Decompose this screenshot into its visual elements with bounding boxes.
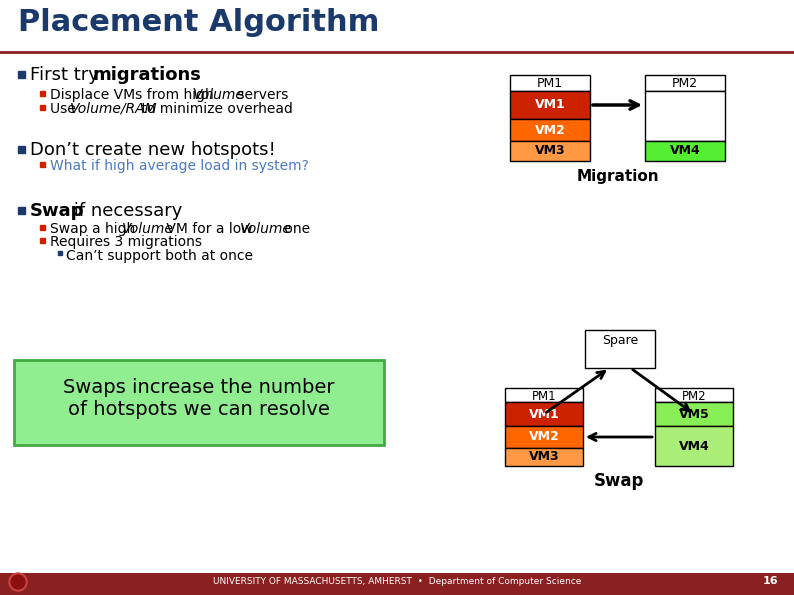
Bar bbox=[655, 388, 733, 402]
Bar bbox=[645, 91, 725, 141]
Bar bbox=[510, 75, 590, 91]
Text: First try: First try bbox=[30, 66, 105, 84]
Bar bbox=[18, 207, 25, 214]
Text: PM2: PM2 bbox=[672, 77, 698, 90]
Text: Requires 3 migrations: Requires 3 migrations bbox=[50, 235, 202, 249]
Bar bbox=[585, 330, 655, 368]
Text: Don’t create new hotspots!: Don’t create new hotspots! bbox=[30, 141, 276, 159]
Text: Spare: Spare bbox=[602, 334, 638, 347]
Bar bbox=[510, 91, 590, 119]
Text: Swap a high: Swap a high bbox=[50, 222, 140, 236]
Text: Volume: Volume bbox=[193, 88, 245, 102]
Bar bbox=[40, 105, 45, 110]
Circle shape bbox=[11, 575, 25, 589]
Text: PM1: PM1 bbox=[537, 77, 563, 90]
Bar bbox=[645, 75, 725, 91]
Bar bbox=[40, 91, 45, 96]
Text: Use: Use bbox=[50, 102, 80, 116]
Text: VM1: VM1 bbox=[534, 99, 565, 111]
Text: VM3: VM3 bbox=[534, 145, 565, 158]
Text: Swap: Swap bbox=[594, 472, 644, 490]
Text: 16: 16 bbox=[762, 576, 778, 586]
Bar bbox=[505, 388, 583, 402]
Circle shape bbox=[9, 573, 27, 591]
Text: VM5: VM5 bbox=[679, 408, 709, 421]
Text: servers: servers bbox=[233, 88, 288, 102]
Text: one: one bbox=[280, 222, 310, 236]
Bar bbox=[58, 251, 62, 255]
Text: Can’t support both at once: Can’t support both at once bbox=[66, 249, 253, 263]
Text: PM2: PM2 bbox=[682, 390, 707, 403]
Text: What if high average load in system?: What if high average load in system? bbox=[50, 159, 309, 173]
Text: Swaps increase the number: Swaps increase the number bbox=[64, 378, 335, 397]
Text: VM2: VM2 bbox=[534, 124, 565, 136]
Text: VM1: VM1 bbox=[529, 408, 560, 421]
Text: migrations: migrations bbox=[93, 66, 202, 84]
Bar bbox=[510, 141, 590, 161]
Text: Volume: Volume bbox=[122, 222, 174, 236]
Bar bbox=[14, 360, 384, 445]
Text: PM1: PM1 bbox=[532, 390, 557, 403]
Bar bbox=[505, 426, 583, 448]
Text: Placement Algorithm: Placement Algorithm bbox=[18, 8, 380, 37]
Bar bbox=[0, 573, 794, 595]
Text: Displace VMs from high: Displace VMs from high bbox=[50, 88, 218, 102]
Text: Swap: Swap bbox=[30, 202, 84, 220]
Text: VM4: VM4 bbox=[669, 145, 700, 158]
Bar bbox=[40, 225, 45, 230]
Text: Volume: Volume bbox=[240, 222, 292, 236]
Text: UNIVERSITY OF MASSACHUSETTS, AMHERST  •  Department of Computer Science: UNIVERSITY OF MASSACHUSETTS, AMHERST • D… bbox=[213, 577, 581, 585]
Text: VM for a low: VM for a low bbox=[162, 222, 257, 236]
Bar bbox=[655, 402, 733, 426]
Text: to minimize overhead: to minimize overhead bbox=[137, 102, 293, 116]
Text: Volume/RAM: Volume/RAM bbox=[70, 102, 158, 116]
Bar bbox=[655, 426, 733, 466]
Bar bbox=[510, 119, 590, 141]
Bar bbox=[40, 162, 45, 167]
Bar bbox=[18, 71, 25, 78]
Text: of hotspots we can resolve: of hotspots we can resolve bbox=[68, 400, 330, 419]
Text: VM3: VM3 bbox=[529, 450, 559, 464]
Bar bbox=[40, 238, 45, 243]
Bar bbox=[505, 402, 583, 426]
Bar bbox=[645, 141, 725, 161]
Text: VM2: VM2 bbox=[529, 431, 560, 443]
Bar bbox=[18, 146, 25, 153]
Text: VM4: VM4 bbox=[679, 440, 709, 453]
Text: if necessary: if necessary bbox=[68, 202, 183, 220]
Text: Migration: Migration bbox=[576, 169, 659, 184]
Bar bbox=[505, 448, 583, 466]
